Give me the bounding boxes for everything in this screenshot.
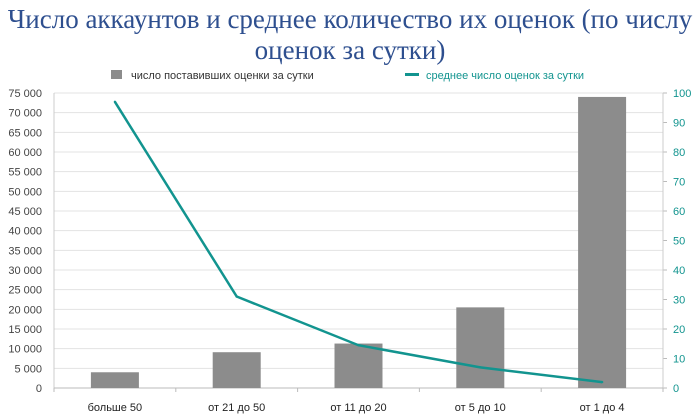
line-point (235, 295, 238, 298)
bar (456, 307, 505, 388)
legend-bar-label: число поставивших оценки за сутки (131, 70, 314, 82)
y-right-tick-label: 60 (673, 206, 685, 218)
line-point (479, 366, 482, 369)
y-right-tick-label: 20 (673, 324, 685, 336)
y-left-tick-label: 5 000 (14, 363, 42, 375)
legend-line-label: среднее число оценок за сутки (426, 70, 584, 82)
y-left-tick-label: 25 000 (8, 285, 42, 297)
chart-title: Число аккаунтов и среднее количество их … (7, 4, 693, 65)
y-right-tick-label: 100 (673, 88, 691, 100)
y-right-tick-label: 90 (673, 118, 685, 130)
y-right-tick-label: 70 (673, 177, 685, 189)
y-left-tick-label: 0 (36, 383, 42, 395)
bar (212, 352, 261, 388)
legend-bar-swatch (111, 70, 122, 79)
line-point (357, 344, 360, 347)
x-tick-label: от 11 до 20 (330, 402, 386, 414)
y-left-tick-label: 50 000 (8, 186, 42, 198)
y-left-tick-label: 30 000 (8, 265, 42, 277)
y-left-tick-label: 65 000 (8, 127, 42, 139)
y-right-tick-label: 40 (673, 265, 685, 277)
y-left-tick-label: 75 000 (8, 88, 42, 100)
bar (90, 372, 139, 388)
line-point (113, 100, 117, 104)
y-left-tick-label: 70 000 (8, 108, 42, 120)
y-left-tick-label: 45 000 (8, 206, 42, 218)
x-tick-label: от 5 до 10 (455, 402, 506, 414)
x-tick-label: от 21 до 50 (208, 402, 265, 414)
y-right-tick-label: 50 (673, 236, 685, 248)
x-tick-label: больше 50 (88, 402, 143, 414)
y-left-tick-label: 60 000 (8, 147, 42, 159)
legend-line-swatch (405, 73, 419, 76)
y-left-tick-label: 10 000 (8, 344, 42, 356)
y-right-tick-label: 10 (673, 354, 685, 366)
y-left-tick-label: 15 000 (8, 324, 42, 336)
line-series (113, 101, 603, 384)
y-right-tick-label: 80 (673, 147, 685, 159)
y-left-tick-label: 40 000 (8, 226, 42, 238)
bar (334, 343, 383, 388)
bar (578, 96, 627, 388)
y-right-tick-label: 30 (673, 295, 685, 307)
y-left-tick-label: 20 000 (8, 304, 42, 316)
y-left-tick-label: 35 000 (8, 245, 42, 257)
y-right-tick-label: 0 (673, 383, 679, 395)
x-tick-label: от 1 до 4 (580, 402, 625, 414)
line-point (600, 380, 604, 384)
y-left-tick-label: 55 000 (8, 167, 42, 179)
